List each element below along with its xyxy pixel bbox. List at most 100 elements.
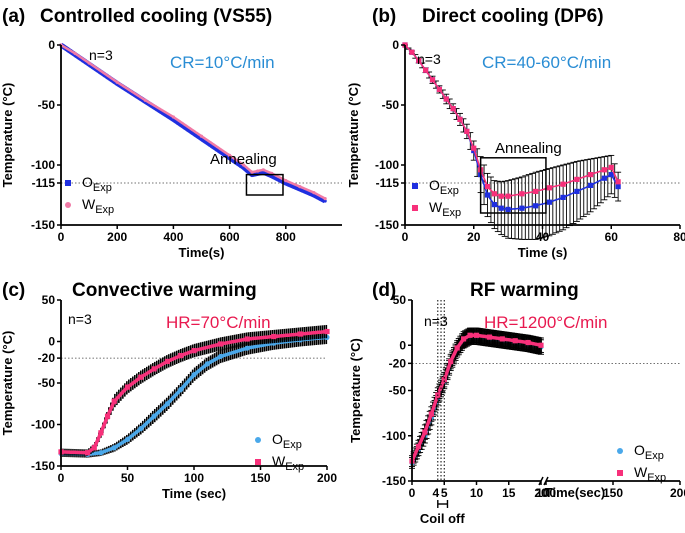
data-point <box>87 61 91 65</box>
y-tick-label: -20 <box>389 356 407 370</box>
data-point <box>250 170 254 174</box>
data-point <box>178 387 184 393</box>
legend-main: O <box>634 442 645 458</box>
legend-marker <box>617 448 623 454</box>
y-tick-label: -150 <box>382 474 406 488</box>
panel-label: (b) <box>372 6 396 27</box>
y-axis-label: Temperature (°C) <box>348 338 363 443</box>
data-point <box>601 167 607 173</box>
y-tick-label: -100 <box>375 158 399 172</box>
data-point <box>443 96 449 102</box>
legend-sub: Exp <box>93 182 112 194</box>
legend-sub: Exp <box>283 439 302 451</box>
data-point <box>422 429 428 435</box>
data-point <box>601 175 607 181</box>
legend-sub: Exp <box>647 472 666 484</box>
data-point <box>560 194 566 200</box>
data-point <box>484 184 491 190</box>
x-tick-label: 50 <box>121 471 135 485</box>
legend-label: WExp <box>82 196 114 216</box>
legend-label: OExp <box>634 442 664 462</box>
y-tick-label: -100 <box>31 158 55 172</box>
panel-label: (c) <box>2 280 25 301</box>
legend-main: W <box>634 464 648 480</box>
legend-sub: Exp <box>285 461 304 473</box>
x-tick-label: 60 <box>605 230 619 244</box>
data-point <box>538 342 544 348</box>
data-point <box>486 334 492 340</box>
data-point <box>546 199 552 205</box>
x-tick-label: 15 <box>502 486 516 500</box>
legend-main: O <box>82 174 93 190</box>
n-label: n=3 <box>417 51 441 67</box>
x-tick-label: 0 <box>402 230 409 244</box>
y-tick-label: 0 <box>48 335 55 349</box>
y-tick-label: -150 <box>31 459 55 473</box>
data-point <box>519 205 525 211</box>
y-tick-label: -150 <box>375 218 399 232</box>
x-tick-label: 200 <box>107 230 127 244</box>
x-tick-label: 150 <box>250 471 270 485</box>
x-tick-label: 40 <box>536 230 550 244</box>
legend-marker <box>65 202 71 208</box>
data-point <box>491 191 497 197</box>
x-axis-label: Time(s) <box>179 245 225 260</box>
data-point <box>533 188 539 194</box>
data-point <box>244 345 250 351</box>
data-point <box>467 332 473 338</box>
data-point <box>499 336 505 342</box>
annealing-box <box>245 173 284 196</box>
legend-item: OExp <box>617 442 664 462</box>
data-point <box>608 164 614 170</box>
legend-item: OExp <box>65 174 112 194</box>
n-label: n=3 <box>68 311 92 327</box>
x-tick-label: 400 <box>163 230 183 244</box>
legend-marker <box>65 180 71 186</box>
y-tick-label: -115 <box>376 176 400 190</box>
data-point <box>256 169 260 173</box>
data-point <box>615 184 621 190</box>
data-point <box>608 172 614 178</box>
x-tick-label: 600 <box>220 230 240 244</box>
data-point <box>441 377 447 383</box>
y-tick-label: -20 <box>38 351 56 365</box>
data-point <box>498 193 504 199</box>
series-OExp <box>402 42 622 240</box>
data-point <box>164 401 170 407</box>
data-point <box>519 191 525 197</box>
data-point <box>491 202 497 208</box>
data-point <box>484 192 491 198</box>
rate-label: HR=70°C/min <box>166 313 271 332</box>
y-tick-label: -50 <box>38 98 56 112</box>
legend-item: OExp <box>255 431 302 451</box>
data-point <box>615 179 621 185</box>
legend-label: WExp <box>429 199 461 219</box>
panel-label: (d) <box>372 280 396 301</box>
data-point <box>448 358 454 365</box>
data-point <box>471 145 477 151</box>
series-line <box>60 43 326 200</box>
data-point <box>525 339 531 346</box>
data-point <box>454 345 460 351</box>
x-tick-label: 200 <box>317 471 337 485</box>
x-tick-label: 0 <box>409 486 416 500</box>
data-point <box>461 336 467 342</box>
series-WExp <box>409 327 544 467</box>
data-point <box>505 193 511 199</box>
legend-marker <box>412 205 418 211</box>
y-tick-label: -150 <box>31 218 55 232</box>
legend-marker <box>255 437 261 443</box>
data-point <box>85 450 91 456</box>
chart-title: RF warming <box>470 280 579 301</box>
x-tick-label: 100 <box>536 486 556 500</box>
legend-main: W <box>429 199 443 215</box>
x-tick-label: 5 <box>441 486 448 500</box>
data-point <box>473 332 480 338</box>
data-point <box>298 185 302 189</box>
data-point <box>111 398 117 404</box>
data-point <box>164 358 170 365</box>
data-point <box>546 185 552 191</box>
legend-item: OExp <box>412 177 459 197</box>
x-tick-label: 0 <box>58 471 65 485</box>
y-axis-label: Temperature (°C) <box>346 83 361 188</box>
